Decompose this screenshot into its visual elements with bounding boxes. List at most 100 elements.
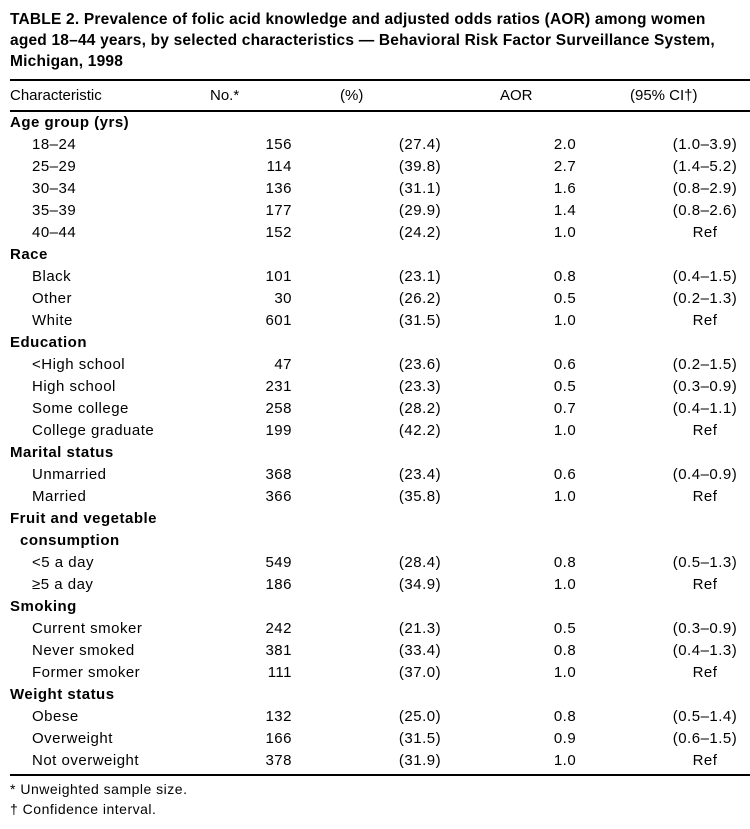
- cell-characteristic: Never smoked: [10, 640, 210, 662]
- cell-characteristic: White: [10, 310, 210, 332]
- data-table: Characteristic No.* (%) AOR (95% CI†) Ag…: [10, 79, 750, 777]
- table-row: 40–44152(24.2)1.0Ref: [10, 222, 750, 244]
- cell-ci: (0.3–0.9): [630, 376, 750, 398]
- cell-aor: 0.5: [500, 376, 630, 398]
- cell-ci: Ref: [630, 486, 750, 508]
- cell-pct: (42.2): [340, 420, 500, 442]
- section-row: Smoking: [10, 596, 750, 618]
- col-pct: (%): [340, 80, 500, 111]
- cell-pct: (23.6): [340, 354, 500, 376]
- cell-characteristic: Obese: [10, 706, 210, 728]
- table-row: Current smoker242(21.3)0.5(0.3–0.9): [10, 618, 750, 640]
- cell-aor: 0.5: [500, 618, 630, 640]
- cell-pct: (35.8): [340, 486, 500, 508]
- cell-characteristic: Former smoker: [10, 662, 210, 684]
- cell-no: 242: [210, 618, 340, 640]
- table-row: Married366(35.8)1.0Ref: [10, 486, 750, 508]
- cell-characteristic: College graduate: [10, 420, 210, 442]
- footnote-1: * Unweighted sample size.: [10, 780, 740, 800]
- table-row: Some college258(28.2)0.7(0.4–1.1): [10, 398, 750, 420]
- section-row: Age group (yrs): [10, 111, 750, 134]
- cell-no: 114: [210, 156, 340, 178]
- cell-characteristic: Unmarried: [10, 464, 210, 486]
- cell-aor: 1.0: [500, 310, 630, 332]
- cell-ci: (0.5–1.4): [630, 706, 750, 728]
- cell-pct: (23.1): [340, 266, 500, 288]
- cell-pct: (23.3): [340, 376, 500, 398]
- cell-aor: 1.0: [500, 486, 630, 508]
- table-row: Unmarried368(23.4)0.6(0.4–0.9): [10, 464, 750, 486]
- cell-aor: 1.6: [500, 178, 630, 200]
- table-row: Obese132(25.0)0.8(0.5–1.4): [10, 706, 750, 728]
- table-row: Former smoker111(37.0)1.0Ref: [10, 662, 750, 684]
- cell-ci: Ref: [630, 420, 750, 442]
- table-row: ≥5 a day186(34.9)1.0Ref: [10, 574, 750, 596]
- cell-no: 368: [210, 464, 340, 486]
- cell-characteristic: Other: [10, 288, 210, 310]
- table-container: TABLE 2. Prevalence of folic acid knowle…: [10, 10, 740, 819]
- section-label: Education: [10, 332, 750, 354]
- cell-pct: (28.4): [340, 552, 500, 574]
- section-row: Fruit and vegetable: [10, 508, 750, 530]
- cell-characteristic: 35–39: [10, 200, 210, 222]
- cell-pct: (26.2): [340, 288, 500, 310]
- cell-pct: (28.2): [340, 398, 500, 420]
- cell-ci: (0.8–2.9): [630, 178, 750, 200]
- cell-characteristic: 30–34: [10, 178, 210, 200]
- cell-pct: (31.5): [340, 310, 500, 332]
- cell-pct: (33.4): [340, 640, 500, 662]
- section-label: Age group (yrs): [10, 111, 750, 134]
- table-row: Black101(23.1)0.8(0.4–1.5): [10, 266, 750, 288]
- cell-ci: Ref: [630, 310, 750, 332]
- table-row: College graduate199(42.2)1.0Ref: [10, 420, 750, 442]
- footnote-2: † Confidence interval.: [10, 800, 740, 820]
- section-label-cont: consumption: [10, 530, 750, 552]
- cell-aor: 1.0: [500, 750, 630, 776]
- table-row: Overweight166(31.5)0.9(0.6–1.5): [10, 728, 750, 750]
- table-row: 35–39177(29.9)1.4(0.8–2.6): [10, 200, 750, 222]
- table-row: Never smoked381(33.4)0.8(0.4–1.3): [10, 640, 750, 662]
- cell-pct: (39.8): [340, 156, 500, 178]
- cell-characteristic: 18–24: [10, 134, 210, 156]
- cell-characteristic: Black: [10, 266, 210, 288]
- cell-ci: (0.6–1.5): [630, 728, 750, 750]
- section-row: Education: [10, 332, 750, 354]
- cell-no: 186: [210, 574, 340, 596]
- cell-characteristic: Not overweight: [10, 750, 210, 776]
- cell-no: 156: [210, 134, 340, 156]
- section-label: Fruit and vegetable: [10, 508, 750, 530]
- cell-aor: 1.0: [500, 420, 630, 442]
- cell-no: 111: [210, 662, 340, 684]
- cell-aor: 0.8: [500, 266, 630, 288]
- cell-pct: (31.5): [340, 728, 500, 750]
- cell-ci: (0.2–1.5): [630, 354, 750, 376]
- cell-pct: (23.4): [340, 464, 500, 486]
- table-row: 18–24156(27.4)2.0(1.0–3.9): [10, 134, 750, 156]
- cell-no: 152: [210, 222, 340, 244]
- cell-ci: Ref: [630, 662, 750, 684]
- cell-pct: (37.0): [340, 662, 500, 684]
- cell-no: 231: [210, 376, 340, 398]
- cell-characteristic: Current smoker: [10, 618, 210, 640]
- cell-pct: (25.0): [340, 706, 500, 728]
- table-row: <High school47(23.6)0.6(0.2–1.5): [10, 354, 750, 376]
- cell-pct: (34.9): [340, 574, 500, 596]
- cell-aor: 1.0: [500, 222, 630, 244]
- cell-aor: 1.0: [500, 662, 630, 684]
- table-row: White601(31.5)1.0Ref: [10, 310, 750, 332]
- cell-aor: 0.9: [500, 728, 630, 750]
- cell-ci: (0.2–1.3): [630, 288, 750, 310]
- cell-no: 30: [210, 288, 340, 310]
- table-row: 30–34136(31.1)1.6(0.8–2.9): [10, 178, 750, 200]
- cell-aor: 1.4: [500, 200, 630, 222]
- cell-characteristic: ≥5 a day: [10, 574, 210, 596]
- col-characteristic: Characteristic: [10, 80, 210, 111]
- cell-ci: (0.8–2.6): [630, 200, 750, 222]
- cell-ci: (0.4–1.1): [630, 398, 750, 420]
- cell-no: 381: [210, 640, 340, 662]
- table-row: <5 a day549(28.4)0.8(0.5–1.3): [10, 552, 750, 574]
- cell-aor: 1.0: [500, 574, 630, 596]
- cell-no: 601: [210, 310, 340, 332]
- cell-aor: 0.6: [500, 354, 630, 376]
- cell-no: 47: [210, 354, 340, 376]
